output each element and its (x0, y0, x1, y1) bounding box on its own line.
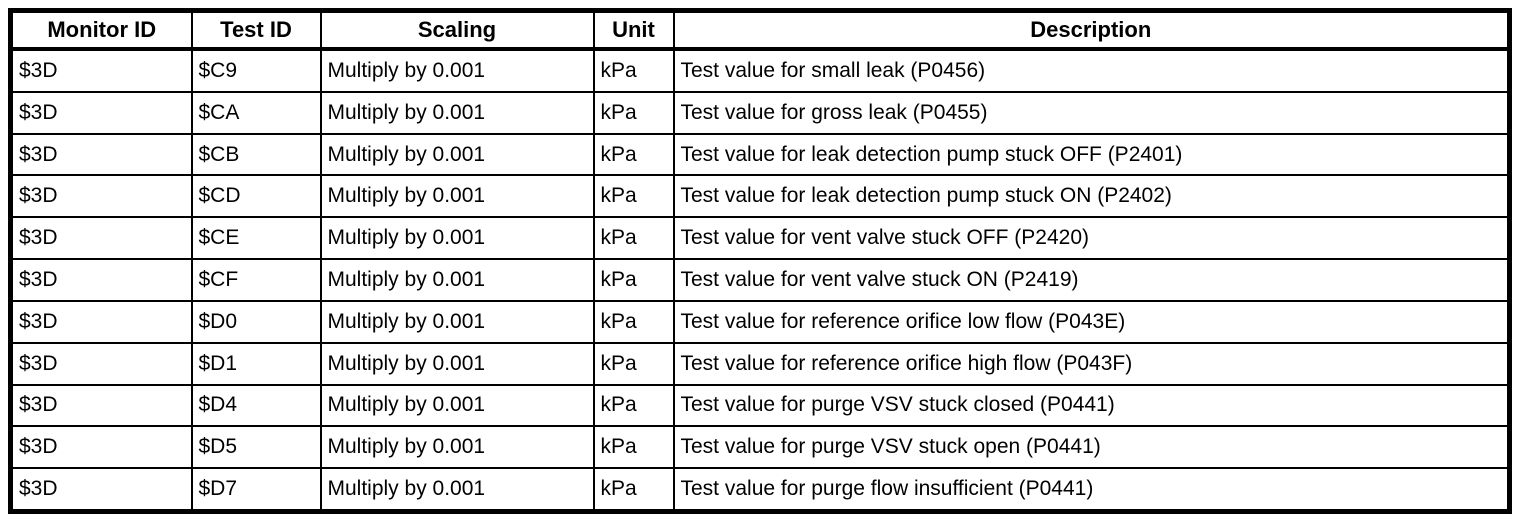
cell-scaling: Multiply by 0.001 (319, 132, 595, 177)
column-header-monitor-id: Monitor ID (9, 9, 193, 51)
cell-test-id: $D4 (190, 383, 322, 428)
table-row: $3D $CB Multiply by 0.001 kPa Test value… (9, 132, 1511, 177)
cell-description: Test value for leak detection pump stuck… (672, 132, 1511, 177)
table-row: $3D $CA Multiply by 0.001 kPa Test value… (9, 90, 1511, 135)
table-body: $3D $C9 Multiply by 0.001 kPa Test value… (9, 48, 1511, 513)
cell-test-id: $D7 (190, 467, 322, 513)
cell-scaling: Multiply by 0.001 (319, 48, 595, 93)
cell-description: Test value for leak detection pump stuck… (672, 174, 1511, 219)
table-row: $3D $D4 Multiply by 0.001 kPa Test value… (9, 383, 1511, 428)
cell-unit: kPa (592, 341, 675, 386)
column-header-unit: Unit (592, 9, 675, 51)
cell-monitor-id: $3D (9, 174, 193, 219)
column-header-scaling: Scaling (319, 9, 595, 51)
cell-scaling: Multiply by 0.001 (319, 425, 595, 470)
cell-test-id: $D0 (190, 299, 322, 344)
cell-monitor-id: $3D (9, 299, 193, 344)
cell-monitor-id: $3D (9, 258, 193, 302)
cell-scaling: Multiply by 0.001 (319, 90, 595, 135)
cell-monitor-id: $3D (9, 425, 193, 470)
table-row: $3D $C9 Multiply by 0.001 kPa Test value… (9, 48, 1511, 93)
cell-test-id: $C9 (190, 48, 322, 93)
cell-description: Test value for purge VSV stuck open (P04… (672, 425, 1511, 470)
cell-test-id: $CE (190, 216, 322, 261)
column-header-description: Description (672, 9, 1511, 51)
cell-unit: kPa (592, 132, 675, 177)
cell-scaling: Multiply by 0.001 (319, 216, 595, 261)
cell-monitor-id: $3D (9, 383, 193, 428)
cell-unit: kPa (592, 383, 675, 428)
table-header: Monitor ID Test ID Scaling Unit Descript… (9, 9, 1511, 51)
column-header-test-id: Test ID (190, 9, 322, 51)
cell-scaling: Multiply by 0.001 (319, 341, 595, 386)
cell-description: Test value for small leak (P0456) (672, 48, 1511, 93)
cell-test-id: $CA (190, 90, 322, 135)
cell-unit: kPa (592, 467, 675, 513)
cell-description: Test value for reference orifice low flo… (672, 299, 1511, 344)
cell-scaling: Multiply by 0.001 (319, 299, 595, 344)
cell-test-id: $CF (190, 258, 322, 302)
cell-monitor-id: $3D (9, 132, 193, 177)
table-row: $3D $D5 Multiply by 0.001 kPa Test value… (9, 425, 1511, 470)
cell-unit: kPa (592, 90, 675, 135)
table-row: $3D $D7 Multiply by 0.001 kPa Test value… (9, 467, 1511, 513)
cell-unit: kPa (592, 299, 675, 344)
cell-description: Test value for gross leak (P0455) (672, 90, 1511, 135)
cell-description: Test value for vent valve stuck OFF (P24… (672, 216, 1511, 261)
cell-description: Test value for purge flow insufficient (… (672, 467, 1511, 513)
cell-test-id: $D1 (190, 341, 322, 386)
cell-scaling: Multiply by 0.001 (319, 467, 595, 513)
monitor-test-table: Monitor ID Test ID Scaling Unit Descript… (8, 8, 1512, 514)
table-row: $3D $CF Multiply by 0.001 kPa Test value… (9, 258, 1511, 302)
cell-monitor-id: $3D (9, 90, 193, 135)
cell-monitor-id: $3D (9, 48, 193, 93)
cell-monitor-id: $3D (9, 467, 193, 513)
cell-scaling: Multiply by 0.001 (319, 174, 595, 219)
cell-unit: kPa (592, 425, 675, 470)
cell-description: Test value for vent valve stuck ON (P241… (672, 258, 1511, 302)
cell-scaling: Multiply by 0.001 (319, 258, 595, 302)
cell-unit: kPa (592, 258, 675, 302)
cell-unit: kPa (592, 174, 675, 219)
table-row: $3D $D0 Multiply by 0.001 kPa Test value… (9, 299, 1511, 344)
table-row: $3D $CE Multiply by 0.001 kPa Test value… (9, 216, 1511, 261)
cell-unit: kPa (592, 48, 675, 93)
cell-monitor-id: $3D (9, 341, 193, 386)
cell-test-id: $CD (190, 174, 322, 219)
cell-scaling: Multiply by 0.001 (319, 383, 595, 428)
cell-test-id: $D5 (190, 425, 322, 470)
cell-description: Test value for reference orifice high fl… (672, 341, 1511, 386)
cell-unit: kPa (592, 216, 675, 261)
cell-test-id: $CB (190, 132, 322, 177)
table-row: $3D $CD Multiply by 0.001 kPa Test value… (9, 174, 1511, 219)
header-row: Monitor ID Test ID Scaling Unit Descript… (9, 9, 1511, 51)
cell-description: Test value for purge VSV stuck closed (P… (672, 383, 1511, 428)
table-row: $3D $D1 Multiply by 0.001 kPa Test value… (9, 341, 1511, 386)
cell-monitor-id: $3D (9, 216, 193, 261)
